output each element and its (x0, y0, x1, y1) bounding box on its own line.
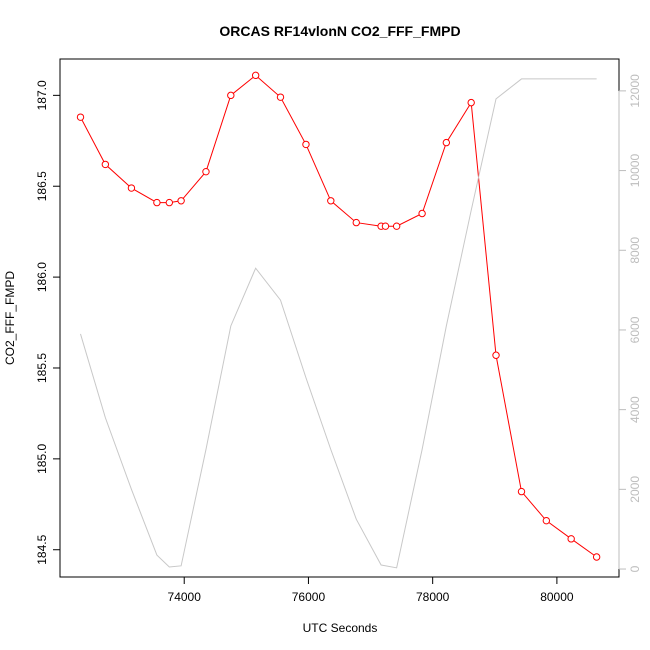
x-tick-label-1: 76000 (292, 590, 326, 604)
series-0-point-1 (101, 160, 110, 169)
y-tick-label-4: 186.5 (35, 171, 49, 201)
series-layer (76, 71, 601, 569)
series-0-point-12 (352, 218, 360, 227)
series-0-point-16 (418, 209, 426, 218)
y-tick-label-2: 185.5 (35, 353, 49, 383)
series-0-point-3 (153, 198, 161, 207)
series-0-point-5 (177, 197, 185, 205)
y2-tick-label-5: 10000 (628, 154, 642, 188)
series-0-point-8 (251, 71, 260, 80)
y-tick-label-5: 187.0 (35, 80, 49, 110)
x-tick-label-3: 80000 (540, 590, 574, 604)
y2-tick-label-2: 4000 (628, 396, 642, 423)
right-y-axis: 0 2000 4000 6000 8000 10000 12000 (618, 74, 642, 572)
y-tick-label-1: 185.0 (35, 444, 49, 474)
y2-tick-label-1: 2000 (628, 476, 642, 503)
y2-tick-label-3: 6000 (628, 316, 642, 343)
series-0-point-11 (327, 197, 335, 205)
x-tick-label-0: 74000 (168, 590, 202, 604)
series-0-point-22 (567, 535, 575, 543)
series-0-point-18 (467, 98, 475, 107)
y-tick-label-0: 184.5 (35, 534, 49, 564)
left-y-axis: 184.5 185.0 185.5 186.0 186.5 187.0 (35, 80, 60, 565)
x-axis: 74000 76000 78000 80000 (168, 577, 574, 604)
series-0-point-21 (542, 516, 551, 525)
series-0-point-17 (442, 138, 451, 147)
plot-frame (59, 58, 620, 578)
series-0-point-0 (76, 113, 85, 121)
series-0-point-2 (127, 184, 136, 192)
series-0-point-14 (381, 222, 390, 230)
chart-title: ORCAS RF14vlonN CO2_FFF_FMPD (219, 23, 460, 39)
y-tick-label-3: 186.0 (35, 262, 49, 292)
x-tick-label-2: 78000 (416, 590, 450, 604)
series-0-point-7 (227, 91, 235, 100)
y2-tick-label-0: 0 (628, 565, 642, 572)
series-0-point-6 (202, 167, 210, 176)
series-0-point-9 (276, 93, 285, 101)
series-0-point-4 (165, 198, 174, 207)
series-0-point-19 (492, 351, 500, 359)
series-0-point-10 (302, 140, 310, 149)
y2-tick-label-6: 12000 (628, 74, 642, 108)
series-1-line (80, 78, 597, 569)
x-axis-label: UTC Seconds (303, 621, 378, 635)
y2-tick-label-4: 8000 (628, 237, 642, 264)
series-0-point-23 (592, 553, 601, 561)
series-0-point-20 (517, 487, 526, 496)
series-0-line (80, 74, 597, 558)
series-0-point-15 (392, 222, 401, 230)
y-axis-label: CO2_FFF_FMPD (3, 271, 17, 365)
